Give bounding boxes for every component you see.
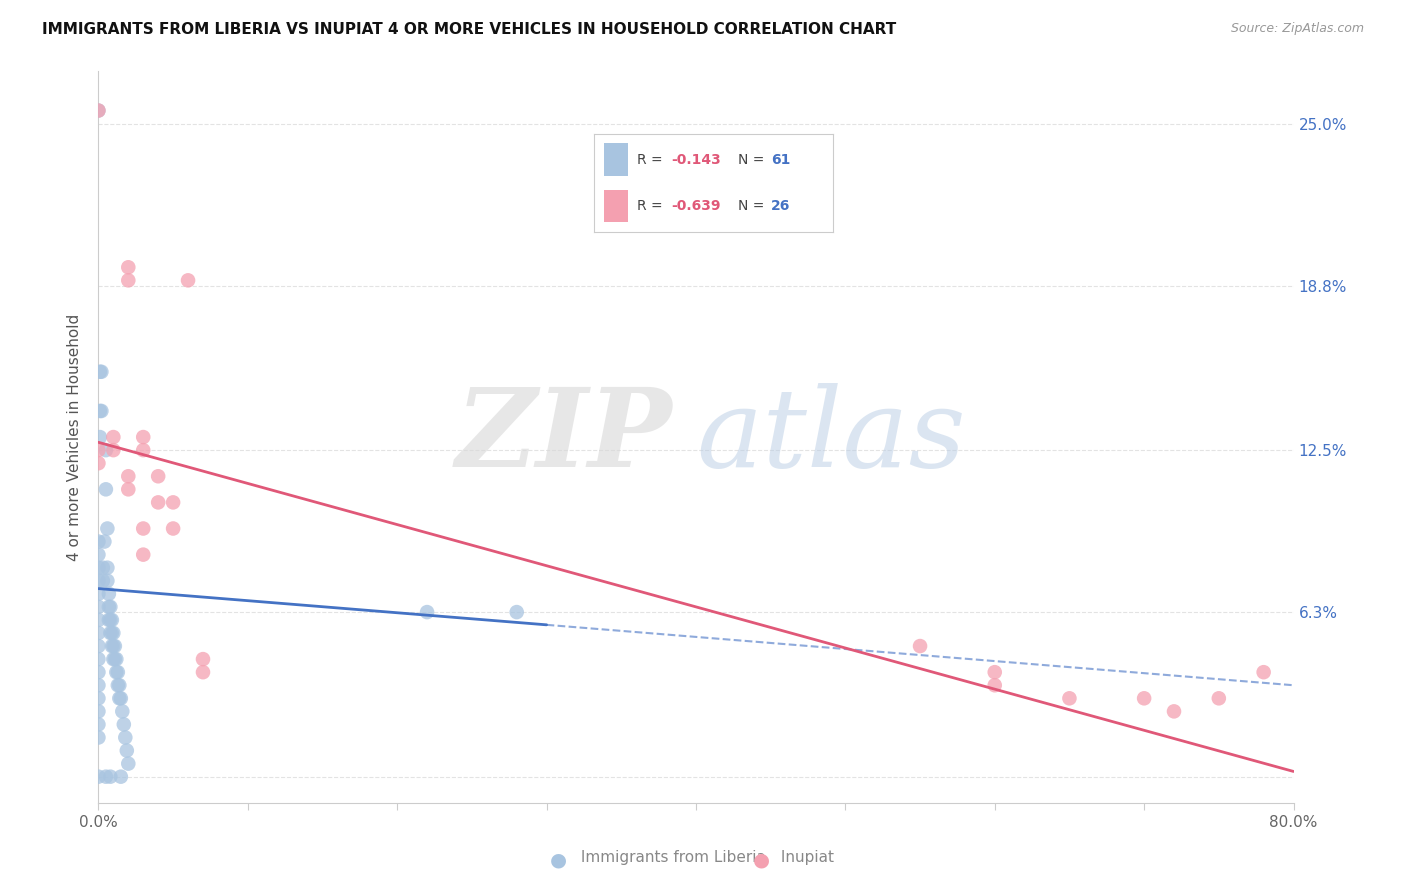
Text: Inupiat: Inupiat (776, 850, 834, 865)
Point (91, 574, 114, 588)
Point (90, 404, 112, 418)
Point (1163, 705, 1185, 719)
Point (132, 430, 155, 444)
Point (101, 639, 124, 653)
Point (162, 495, 184, 509)
Point (87, 103, 110, 118)
Point (89, 365, 111, 379)
Point (1133, 691, 1156, 706)
Point (98, 613, 122, 627)
Point (87, 613, 110, 627)
Point (104, 652, 127, 666)
Point (191, 665, 214, 680)
Point (87, 626, 110, 640)
Point (97, 599, 120, 614)
Point (87, 456, 110, 470)
Point (87, 587, 110, 601)
Point (117, 469, 139, 483)
Text: IMMIGRANTS FROM LIBERIA VS INUPIAT 4 OR MORE VEHICLES IN HOUSEHOLD CORRELATION C: IMMIGRANTS FROM LIBERIA VS INUPIAT 4 OR … (42, 22, 897, 37)
Point (117, 273, 139, 287)
Point (111, 705, 134, 719)
Point (87, 691, 110, 706)
Point (87, 443, 110, 458)
Point (87, 639, 110, 653)
Point (87, 599, 110, 614)
Point (94, 443, 117, 458)
Point (162, 521, 184, 535)
Point (115, 743, 138, 757)
Y-axis label: 4 or more Vehicles in Household: 4 or more Vehicles in Household (67, 313, 83, 561)
Point (103, 430, 125, 444)
Point (98, 599, 122, 614)
Point (148, 495, 170, 509)
Point (132, 548, 155, 562)
Point (107, 665, 129, 680)
Text: atlas: atlas (696, 384, 966, 491)
Point (98, 770, 122, 784)
Point (87, 103, 110, 118)
Point (101, 613, 124, 627)
Point (87, 717, 110, 731)
Point (90, 365, 112, 379)
Point (108, 691, 131, 706)
Point (87, 574, 110, 588)
Point (117, 483, 139, 497)
Point (96, 560, 118, 574)
Point (96, 521, 118, 535)
Point (132, 521, 155, 535)
Point (177, 273, 200, 287)
Point (98, 626, 122, 640)
Point (506, 605, 529, 619)
Point (105, 665, 128, 680)
Point (87, 665, 110, 680)
Point (191, 652, 214, 666)
Point (1253, 665, 1275, 680)
Text: Immigrants from Liberia: Immigrants from Liberia (576, 850, 766, 865)
Point (117, 756, 139, 771)
Point (97, 613, 120, 627)
Point (132, 443, 155, 458)
Point (984, 678, 1007, 692)
Point (148, 469, 170, 483)
Text: ●: ● (754, 850, 770, 870)
Point (94, 483, 117, 497)
Point (87, 731, 110, 745)
Point (87, 548, 110, 562)
Text: ZIP: ZIP (456, 384, 672, 491)
Point (87, 652, 110, 666)
Point (105, 652, 128, 666)
Point (103, 443, 125, 458)
Point (103, 639, 125, 653)
Point (87, 770, 110, 784)
Point (97, 587, 120, 601)
Point (96, 574, 118, 588)
Point (87, 534, 110, 549)
Point (908, 639, 931, 653)
Point (103, 626, 125, 640)
Point (117, 260, 139, 275)
Point (108, 678, 131, 692)
Point (101, 626, 124, 640)
Point (984, 665, 1007, 680)
Text: Source: ZipAtlas.com: Source: ZipAtlas.com (1230, 22, 1364, 36)
Point (1059, 691, 1081, 706)
Point (87, 678, 110, 692)
Point (89, 404, 111, 418)
Point (91, 560, 114, 574)
Point (104, 639, 127, 653)
Point (107, 678, 129, 692)
Text: ●: ● (550, 850, 567, 870)
Point (89, 430, 111, 444)
Point (87, 705, 110, 719)
Point (94, 770, 117, 784)
Point (110, 691, 132, 706)
Point (110, 770, 132, 784)
Point (114, 731, 136, 745)
Point (416, 605, 439, 619)
Point (87, 560, 110, 574)
Point (103, 652, 125, 666)
Point (112, 717, 135, 731)
Point (93, 534, 115, 549)
Point (1208, 691, 1230, 706)
